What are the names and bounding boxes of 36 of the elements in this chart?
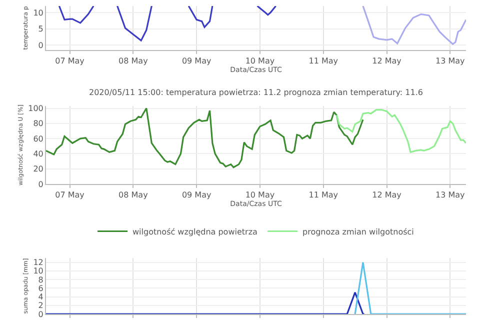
x-tick-label: 10 May (245, 190, 275, 200)
x-tick-label: 08 May (118, 190, 148, 200)
y-tick-label: 20 (33, 164, 44, 174)
y-tick-label: 6 (38, 284, 44, 293)
y-tick-label: 0 (38, 180, 44, 189)
x-tick-label: 09 May (182, 56, 212, 66)
y-tick-label: 100 (28, 104, 44, 114)
x-tick-label: 12 May (372, 190, 402, 200)
x-tick-label: 13 May (436, 190, 466, 200)
x-tick-label: 11 May (308, 56, 338, 66)
y-tick-label: 2 (38, 301, 44, 310)
x-tick-label: 07 May (55, 190, 85, 200)
y-tick-label: 80 (33, 119, 44, 128)
y-tick-label: 4 (38, 292, 44, 302)
y-tick-label: 5 (38, 24, 44, 34)
y-tick-label: 0 (38, 310, 44, 319)
y-tick-label: 10 (33, 266, 44, 276)
legend-label: prognoza zmian wilgotności (302, 227, 414, 236)
legend-label: wilgotność względna powietrza (132, 227, 258, 236)
x-tick-label: 13 May (436, 56, 466, 66)
line-series (362, 6, 466, 45)
y-tick-label: 10 (33, 8, 44, 18)
line-series (46, 107, 364, 168)
y-tick-label: 60 (33, 134, 44, 144)
x-tick-label: 12 May (372, 56, 402, 66)
x-tick-label: 08 May (118, 56, 148, 66)
x-tick-label: 11 May (308, 190, 338, 200)
x-tick-label: 09 May (182, 190, 212, 200)
y-tick-label: 8 (38, 275, 44, 284)
y-tick-label: 40 (33, 150, 44, 159)
x-tick-label: 07 May (55, 56, 85, 66)
y-tick-label: 0 (38, 40, 44, 50)
line-series (336, 108, 466, 153)
y-tick-label: 12 (33, 258, 44, 268)
x-tick-label: 10 May (245, 56, 275, 66)
text: 2020/05/11 15:00: temperatura powietrza: 11.2 prognoza zmian temperatury: 11.6 (89, 88, 423, 97)
